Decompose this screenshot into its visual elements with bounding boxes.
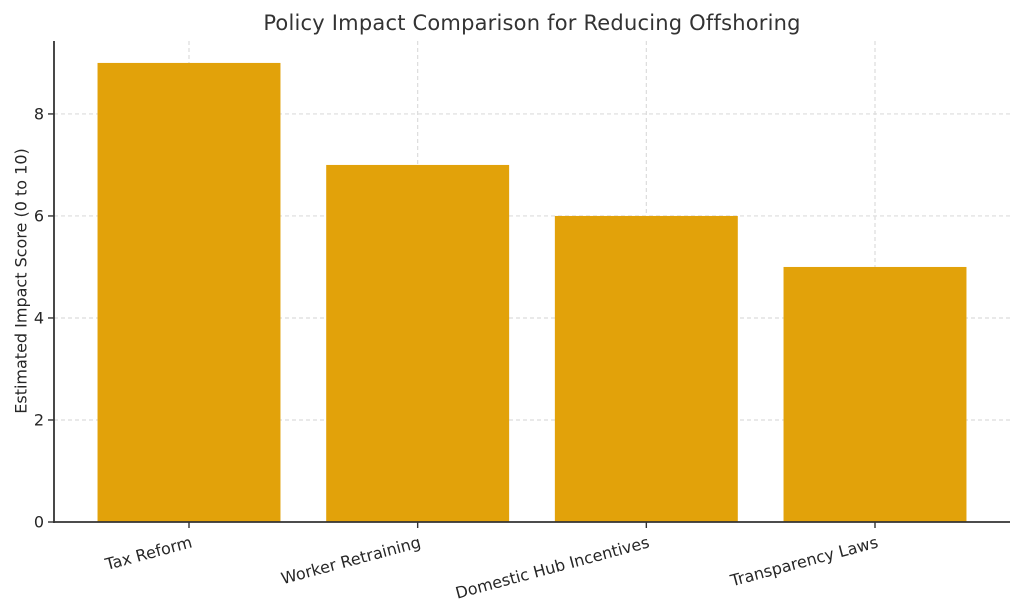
x-tick-label: Worker Retraining (279, 533, 423, 589)
x-tick-label: Transparency Laws (727, 533, 880, 591)
y-tick-label: 4 (34, 308, 44, 327)
bar-worker-retraining (326, 164, 510, 522)
y-tick-label: 0 (34, 513, 44, 532)
chart-title: Policy Impact Comparison for Reducing Of… (263, 11, 801, 35)
bar-domestic-hub-incentives (554, 215, 738, 523)
y-tick-label: 8 (34, 104, 44, 123)
y-tick-label: 2 (34, 410, 44, 429)
bar-transparency-laws (783, 266, 967, 522)
x-tick-label: Tax Reform (102, 533, 194, 575)
y-tick-label: 6 (34, 206, 44, 225)
bar-tax-reform (97, 62, 281, 522)
x-tick-label: Domestic Hub Incentives (453, 533, 651, 603)
